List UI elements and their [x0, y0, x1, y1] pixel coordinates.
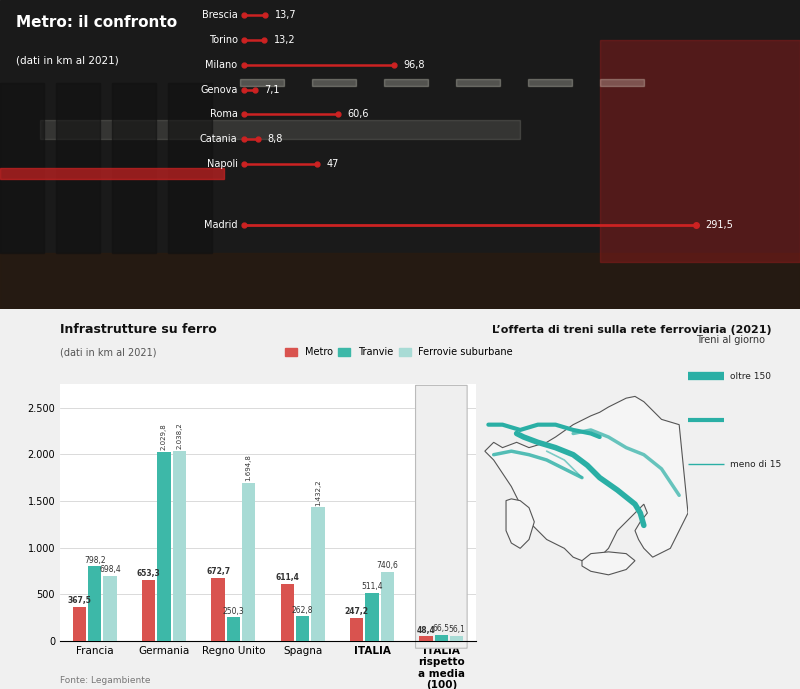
Bar [73, 606, 86, 641]
Bar [0, 168, 224, 179]
Bar [0, 253, 800, 309]
Bar [242, 483, 255, 641]
Bar [419, 636, 433, 641]
Text: 66,5: 66,5 [433, 624, 450, 633]
Text: 8,8: 8,8 [267, 134, 282, 144]
Text: Milano: Milano [206, 60, 238, 70]
Text: Napoli: Napoli [206, 158, 238, 169]
Text: (dati in km al 2021): (dati in km al 2021) [16, 56, 118, 65]
Text: 367,5: 367,5 [67, 596, 91, 605]
Text: Fonte: Legambiente: Fonte: Legambiente [60, 677, 150, 686]
Bar [0, 83, 44, 253]
Bar [168, 83, 212, 253]
Text: 13,2: 13,2 [274, 35, 296, 45]
Text: L’offerta di treni sulla rete ferroviaria (2021): L’offerta di treni sulla rete ferroviari… [492, 325, 772, 335]
Text: 262,8: 262,8 [292, 606, 314, 615]
Polygon shape [485, 396, 688, 561]
Text: 48,4: 48,4 [417, 626, 435, 635]
Text: oltre 150: oltre 150 [730, 371, 770, 381]
Bar [311, 507, 325, 641]
Bar [226, 617, 240, 641]
Bar [56, 83, 100, 253]
Text: 60,6: 60,6 [347, 110, 369, 119]
Text: Catania: Catania [200, 134, 238, 144]
Polygon shape [582, 552, 635, 575]
Legend: Metro, Tranvie, Ferrovie suburbane: Metro, Tranvie, Ferrovie suburbane [281, 343, 517, 361]
Text: 47: 47 [326, 158, 339, 169]
Bar [366, 593, 378, 641]
Bar [142, 580, 155, 641]
Text: Treni al giorno: Treni al giorno [696, 335, 765, 345]
Bar [600, 79, 644, 86]
Text: 291,5: 291,5 [706, 220, 734, 230]
Bar [158, 451, 170, 641]
Text: 96,8: 96,8 [404, 60, 425, 70]
Text: 740,6: 740,6 [376, 561, 398, 570]
Bar [112, 83, 156, 253]
Bar [40, 121, 520, 139]
Text: 247,2: 247,2 [345, 607, 369, 616]
Bar [456, 79, 500, 86]
Text: 1.694,8: 1.694,8 [246, 454, 251, 481]
Text: 7,1: 7,1 [265, 85, 280, 94]
Text: 13,7: 13,7 [275, 10, 297, 21]
Bar [381, 572, 394, 641]
Bar [600, 40, 800, 263]
Text: Madrid: Madrid [204, 220, 238, 230]
Text: Genova: Genova [200, 85, 238, 94]
Bar [173, 451, 186, 641]
Text: 798,2: 798,2 [84, 556, 106, 565]
Bar [528, 79, 572, 86]
Text: 672,7: 672,7 [206, 568, 230, 577]
Bar [281, 584, 294, 641]
Text: Brescia: Brescia [202, 10, 238, 21]
Text: (dati in km al 2021): (dati in km al 2021) [60, 347, 157, 358]
Text: Infrastrutture su ferro: Infrastrutture su ferro [60, 322, 217, 336]
Text: 511,4: 511,4 [361, 582, 383, 591]
Bar [312, 79, 356, 86]
Text: Torino: Torino [209, 35, 238, 45]
Bar [240, 79, 284, 86]
Text: 2.038,2: 2.038,2 [176, 422, 182, 449]
Text: Roma: Roma [210, 110, 238, 119]
FancyBboxPatch shape [415, 385, 467, 648]
Text: 2.029,8: 2.029,8 [161, 423, 167, 450]
Bar [350, 618, 363, 641]
Polygon shape [506, 499, 534, 548]
Text: meno di 15: meno di 15 [730, 460, 781, 469]
Bar [211, 578, 225, 641]
Bar [434, 635, 448, 641]
Text: 1.432,2: 1.432,2 [315, 479, 321, 506]
Bar [103, 576, 117, 641]
Bar [384, 79, 428, 86]
Text: 653,3: 653,3 [137, 569, 161, 578]
Text: 250,3: 250,3 [222, 607, 244, 616]
Bar [296, 616, 310, 641]
Text: 56,1: 56,1 [448, 625, 465, 634]
Text: 698,4: 698,4 [99, 565, 121, 574]
Bar [88, 566, 102, 641]
Bar [450, 635, 463, 641]
Text: 611,4: 611,4 [275, 573, 299, 582]
Text: Metro: il confronto: Metro: il confronto [16, 15, 177, 30]
